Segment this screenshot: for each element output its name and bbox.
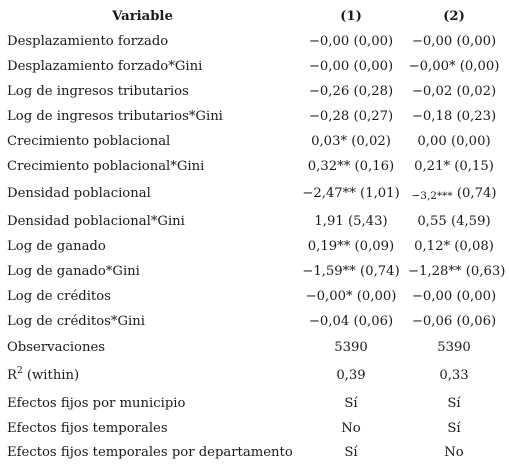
row-label: Observaciones [7,340,106,355]
table-row: Log de ganado 0,19** (0,09) 0,12* (0,08) [0,235,509,259]
row-col1: −0,28 (0,27) [308,109,394,124]
row-col2: −3,2*** (0,74) [408,182,500,208]
row-col2: Sí [447,396,461,411]
row-label: Densidad poblacional [7,186,151,201]
row-col2-se: (0,74) [452,186,497,201]
row-col2: −0,06 (0,06) [411,314,497,329]
table-row: Crecimiento poblacional*Gini 0,32** (0,1… [0,155,509,179]
row-label: Efectos fijos por municipio [7,396,186,411]
row-col2: −0,18 (0,23) [411,109,497,124]
row-col1: Sí [344,396,358,411]
table-row: Desplazamiento forzado*Gini −0,00 (0,00)… [0,55,509,79]
row-col2: 5390 [437,340,471,355]
row-col2: Sí [447,421,461,436]
r-squared-qualifier: (within) [22,368,80,383]
row-col2: −0,02 (0,02) [411,84,497,99]
row-label: Log de ganado [7,239,106,254]
row-col2: −0,00* (0,00) [408,59,500,74]
row-col1: Sí [344,445,358,460]
header-variable: Variable [112,9,173,24]
row-col1: −2,47** (1,01) [302,186,400,201]
table-row: Desplazamiento forzado −0,00 (0,00) −0,0… [0,30,509,54]
row-col1: −0,00* (0,00) [305,289,397,304]
row-col2: 0,55 (4,59) [417,214,491,229]
r-squared-symbol: R [7,368,17,383]
row-label: Crecimiento poblacional [7,134,171,149]
row-label: Efectos fijos temporales [7,421,168,436]
row-label: Efectos fijos temporales por departament… [7,445,293,460]
row-col1: 5390 [334,340,368,355]
row-col2: 0,00 (0,00) [417,134,491,149]
row-col2: −1,28** (0,63) [408,264,506,279]
row-col1: 0,19** (0,09) [307,239,395,254]
row-col1: −0,00 (0,00) [308,34,394,49]
table-row: Densidad poblacional −2,47** (1,01) −3,2… [0,182,509,206]
row-label: R2 (within) [7,364,79,388]
row-col2: No [444,445,464,460]
row-label: Desplazamiento forzado*Gini [7,59,203,74]
row-label: Log de créditos*Gini [7,314,145,329]
row-label: Densidad poblacional*Gini [7,214,185,229]
table-row: Log de créditos*Gini −0,04 (0,06) −0,06 … [0,310,509,334]
row-label: Desplazamiento forzado [7,34,169,49]
row-col1: −1,59** (0,74) [302,264,400,279]
row-col2: 0,12* (0,08) [414,239,494,254]
r-squared-exponent: 2 [16,366,23,376]
header-col2: (2) [443,9,465,24]
table-row: Log de ingresos tributarios −0,26 (0,28)… [0,80,509,104]
table-row: Densidad poblacional*Gini 1,91 (5,43) 0,… [0,210,509,234]
row-label: Log de ingresos tributarios [7,84,189,99]
row-col1: −0,26 (0,28) [308,84,394,99]
row-col2: −0,00 (0,00) [411,34,497,49]
table-row: R2 (within) 0,39 0,33 [0,364,509,388]
row-label: Log de créditos [7,289,111,304]
row-col1: 0,03* (0,02) [311,134,391,149]
row-col1: 0,39 [336,368,366,383]
table-row: Log de ganado*Gini −1,59** (0,74) −1,28*… [0,260,509,284]
table-row: Efectos fijos por municipio Sí Sí [0,392,509,416]
table-row: Efectos fijos temporales No Sí [0,417,509,441]
row-label: Log de ganado*Gini [7,264,140,279]
row-col1: 0,32** (0,16) [307,159,395,174]
row-col1: −0,00 (0,00) [308,59,394,74]
row-label: Crecimiento poblacional*Gini [7,159,205,174]
row-col1: 1,91 (5,43) [314,214,388,229]
row-col1: No [341,421,361,436]
table-header: Variable (1) (2) [0,5,509,29]
table-row: Efectos fijos temporales por departament… [0,441,509,465]
row-col2: −0,00 (0,00) [411,289,497,304]
header-col1: (1) [340,9,362,24]
row-col2-estimate: −3,2*** [411,190,453,202]
table-row: Observaciones 5390 5390 [0,336,509,360]
row-label: Log de ingresos tributarios*Gini [7,109,223,124]
table-row: Log de créditos −0,00* (0,00) −0,00 (0,0… [0,285,509,309]
row-col2: 0,21* (0,15) [414,159,494,174]
table-row: Crecimiento poblacional 0,03* (0,02) 0,0… [0,130,509,154]
row-col1: −0,04 (0,06) [308,314,394,329]
table-row: Log de ingresos tributarios*Gini −0,28 (… [0,105,509,129]
row-col2: 0,33 [439,368,469,383]
